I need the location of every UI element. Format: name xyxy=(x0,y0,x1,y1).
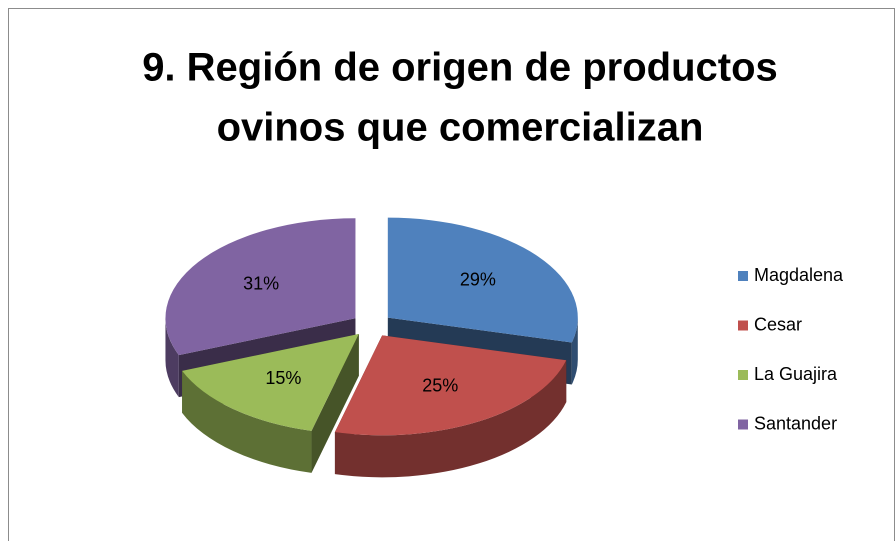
data-label: 29% xyxy=(460,270,496,290)
slice-top xyxy=(165,218,356,356)
chart-title: ovinos que comercializan xyxy=(217,106,704,150)
slice-wall xyxy=(182,370,312,473)
legend-swatch xyxy=(738,271,748,281)
legend-label: Magdalena xyxy=(754,265,844,285)
legend-label: Cesar xyxy=(754,314,802,334)
pie-slice xyxy=(182,334,359,473)
chart-title: 9. Región de origen de productos xyxy=(142,46,778,90)
data-label: 25% xyxy=(422,376,458,396)
slice-wall xyxy=(334,360,567,478)
data-label: 15% xyxy=(265,368,301,388)
data-label: 31% xyxy=(243,273,279,293)
slice-top xyxy=(387,217,578,343)
pie-slice xyxy=(334,335,567,478)
legend-label: Santander xyxy=(754,413,837,433)
slice-top xyxy=(182,334,359,431)
slice-wall xyxy=(571,317,578,385)
legend-swatch xyxy=(738,320,748,331)
legend-swatch xyxy=(738,419,748,430)
legend-label: La Guajira xyxy=(754,364,838,384)
slice-wall xyxy=(165,318,179,398)
slice-top xyxy=(334,335,567,436)
legend-swatch xyxy=(738,370,748,380)
